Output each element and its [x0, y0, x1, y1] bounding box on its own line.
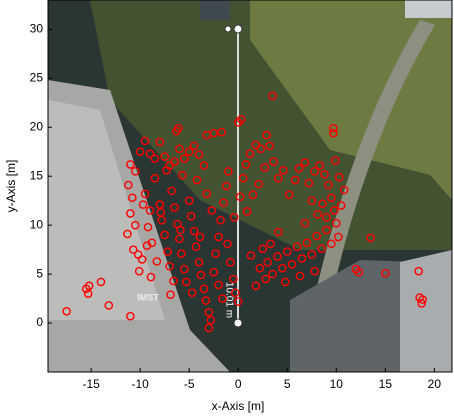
x-tick-label: 0 — [235, 377, 242, 391]
x-tick-label: 5 — [284, 377, 291, 391]
roof-label: IMST — [137, 292, 159, 302]
y-tick-label: 20 — [30, 119, 44, 133]
y-tick-label: 25 — [30, 70, 44, 84]
y-tick-label: 15 — [30, 168, 44, 182]
x-tick-label: -10 — [132, 377, 150, 391]
chart: 10.01 m IMST x-Axis [m] y-Axis [m] -15 -1… — [0, 0, 454, 416]
x-tick-label: -15 — [82, 377, 100, 391]
scale-label: 10.01 m — [223, 282, 234, 318]
y-tick-label: 0 — [36, 315, 43, 329]
x-axis-label: x-Axis [m] — [212, 399, 265, 413]
y-axis-label: y-Axis [m] — [4, 160, 18, 213]
y-tick-label: 30 — [30, 22, 44, 36]
aerial-background — [48, 0, 452, 372]
x-tick-label: 20 — [428, 377, 442, 391]
y-tick-label: 10 — [30, 217, 44, 231]
x-tick-label: 15 — [379, 377, 393, 391]
x-tick-label: 10 — [330, 377, 344, 391]
y-tick-label: 5 — [36, 266, 43, 280]
x-tick-label: -5 — [184, 377, 195, 391]
